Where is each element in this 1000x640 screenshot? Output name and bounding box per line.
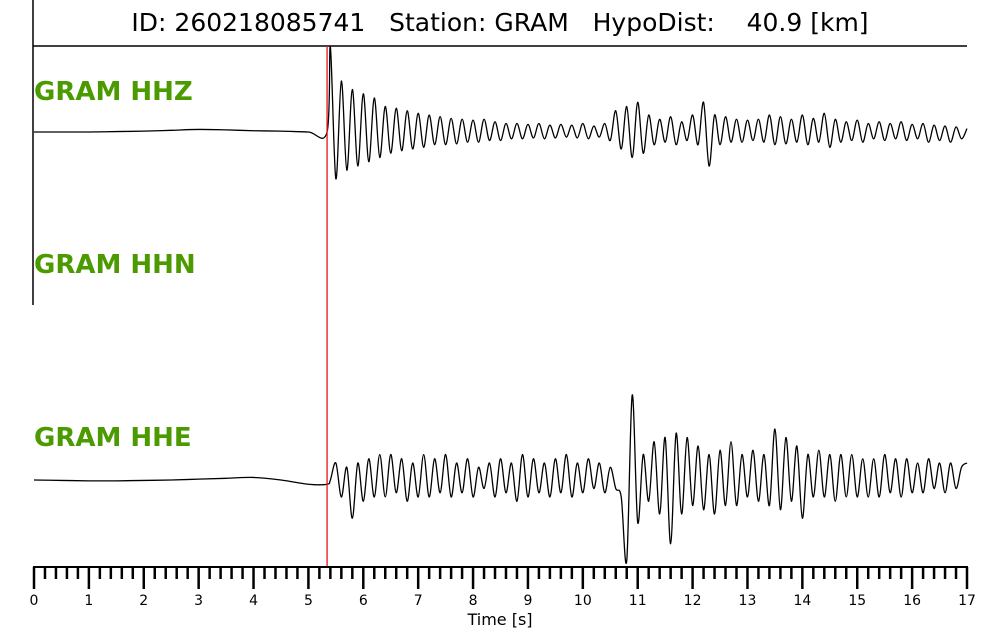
x-tick-label: 11 <box>629 593 647 609</box>
trace-label-hhe: GRAM HHE <box>34 423 192 453</box>
x-tick-label: 7 <box>414 593 423 609</box>
x-tick-label: 6 <box>359 593 368 609</box>
x-tick-label: 15 <box>848 593 866 609</box>
x-tick-label: 16 <box>903 593 921 609</box>
x-tick-label: 14 <box>793 593 811 609</box>
x-tick-label: 17 <box>958 593 976 609</box>
chart-title: ID: 260218085741 Station: GRAM HypoDist:… <box>131 8 869 37</box>
x-tick-label: 4 <box>249 593 258 609</box>
x-tick-label: 5 <box>304 593 313 609</box>
x-tick-label: 10 <box>574 593 592 609</box>
x-tick-label: 2 <box>139 593 148 609</box>
x-tick-label: 12 <box>684 593 702 609</box>
x-tick-label: 0 <box>30 593 39 609</box>
trace-hhe <box>33 394 968 565</box>
trace-label-hhn: GRAM HHN <box>34 250 196 280</box>
x-tick-label: 8 <box>469 593 478 609</box>
trace-label-hhz: GRAM HHZ <box>34 77 193 107</box>
x-tick-label: 13 <box>739 593 757 609</box>
x-tick-label: 3 <box>194 593 203 609</box>
x-axis-label: Time [s] <box>467 610 533 629</box>
x-tick-label: 9 <box>523 593 532 609</box>
trace-hhz <box>34 46 968 180</box>
x-tick-label: 1 <box>84 593 93 609</box>
